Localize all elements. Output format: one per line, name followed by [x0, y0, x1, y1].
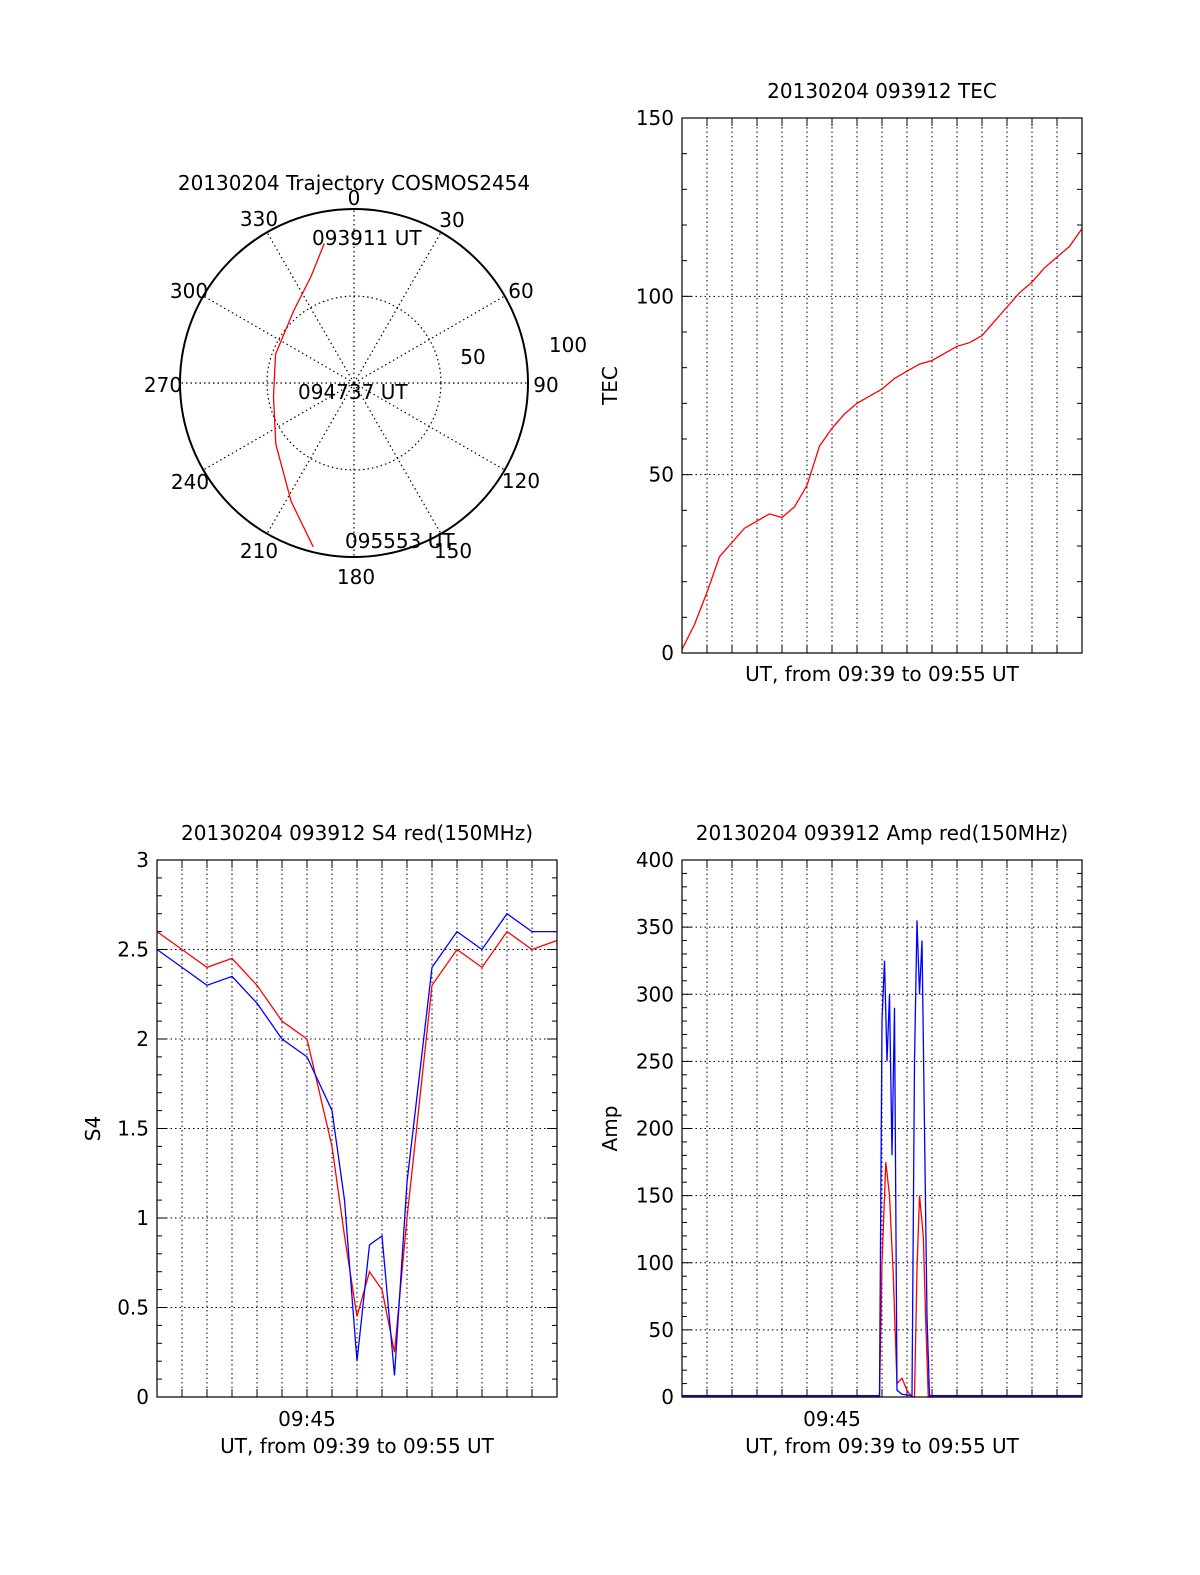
polar-spoke	[266, 232, 355, 384]
radial-tick-label: 100	[549, 333, 587, 357]
y-tick-label: 0	[661, 1385, 674, 1409]
y-tick-label: 50	[649, 1318, 674, 1342]
chart-title: 20130204 093912 S4 red(150MHz)	[181, 821, 533, 845]
y-axis-label: Amp	[598, 1106, 622, 1152]
azimuth-tick-label: 210	[240, 539, 278, 563]
plot-frame	[156, 859, 558, 1398]
azimuth-tick-label: 180	[337, 565, 375, 589]
x-tick-label: 09:45	[803, 1407, 861, 1431]
series-line-1	[682, 920, 1082, 1397]
y-tick-label: 1.5	[117, 1117, 149, 1141]
y-tick-label: 50	[649, 463, 674, 487]
series-line-0	[682, 1162, 1082, 1398]
line-chart-3: 20130204 093912 Amp red(150MHz) 0 50 100 150…	[598, 821, 1083, 1458]
polar-spoke	[353, 232, 442, 384]
y-tick-label: 100	[636, 284, 674, 308]
y-tick-label: 2.5	[117, 938, 149, 962]
plot-frame	[681, 117, 1083, 654]
azimuth-tick-label: 30	[439, 208, 464, 232]
polar-spoke	[353, 382, 505, 471]
y-tick-label: 100	[636, 1251, 674, 1275]
y-axis-label: S4	[81, 1116, 105, 1141]
y-tick-label: 2	[136, 1027, 149, 1051]
x-tick-label: 09:45	[278, 1407, 336, 1431]
chart-title: 20130204 093912 TEC	[767, 79, 997, 103]
series-line-0	[156, 930, 558, 1353]
y-tick-label: 400	[636, 848, 674, 872]
polar-spoke	[353, 295, 505, 384]
trajectory-line	[272, 243, 325, 548]
azimuth-tick-label: 60	[508, 279, 533, 303]
polar-outer-ring	[179, 208, 529, 558]
azimuth-tick-label: 240	[171, 470, 209, 494]
series-line-1	[156, 912, 557, 1376]
y-tick-label: 250	[636, 1049, 674, 1073]
azimuth-tick-label: 150	[434, 539, 472, 563]
polar-spoke	[203, 382, 355, 471]
chart-title: 20130204 093912 Amp red(150MHz)	[696, 821, 1068, 845]
line-chart-2: 20130204 093912 S4 red(150MHz) 0 0.5 1 1.5 2 2…	[81, 821, 558, 1458]
line-chart-1: 20130204 093912 TEC 0 50 100 150 UT, from 09:…	[598, 79, 1083, 686]
x-axis-label: UT, from 09:39 to 09:55 UT	[745, 662, 1020, 686]
polar-spoke	[266, 382, 355, 534]
y-tick-label: 200	[636, 1117, 674, 1141]
y-tick-label: 3	[136, 848, 149, 872]
annotation-mid-time: 094737 UT	[298, 380, 408, 404]
x-axis-label: UT, from 09:39 to 09:55 UT	[220, 1434, 495, 1458]
plot-frame	[681, 859, 1083, 1398]
y-axis-label: TEC	[598, 366, 622, 406]
azimuth-tick-label: 270	[144, 373, 182, 397]
azimuth-tick-label: 120	[502, 469, 540, 493]
polar-spoke	[353, 382, 442, 534]
annotation-end-time: 095553 UT	[345, 529, 455, 553]
azimuth-tick-label: 330	[240, 207, 278, 231]
polar-spoke	[203, 295, 355, 384]
y-tick-label: 350	[636, 915, 674, 939]
radial-tick-label: 50	[460, 345, 485, 369]
series-line-0	[681, 228, 1083, 650]
azimuth-tick-label: 0	[348, 186, 361, 210]
y-tick-label: 150	[636, 106, 674, 130]
y-tick-label: 150	[636, 1184, 674, 1208]
chart-title: 20130204 Trajectory COSMOS2454	[178, 171, 530, 195]
x-axis-label: UT, from 09:39 to 09:55 UT	[745, 1434, 1020, 1458]
y-tick-label: 300	[636, 982, 674, 1006]
y-tick-label: 0	[661, 641, 674, 665]
y-tick-label: 0	[136, 1385, 149, 1409]
azimuth-tick-label: 300	[170, 279, 208, 303]
azimuth-tick-label: 90	[533, 373, 558, 397]
annotation-start-time: 093911 UT	[312, 226, 422, 250]
y-tick-label: 0.5	[117, 1296, 149, 1320]
y-tick-label: 1	[136, 1206, 149, 1230]
